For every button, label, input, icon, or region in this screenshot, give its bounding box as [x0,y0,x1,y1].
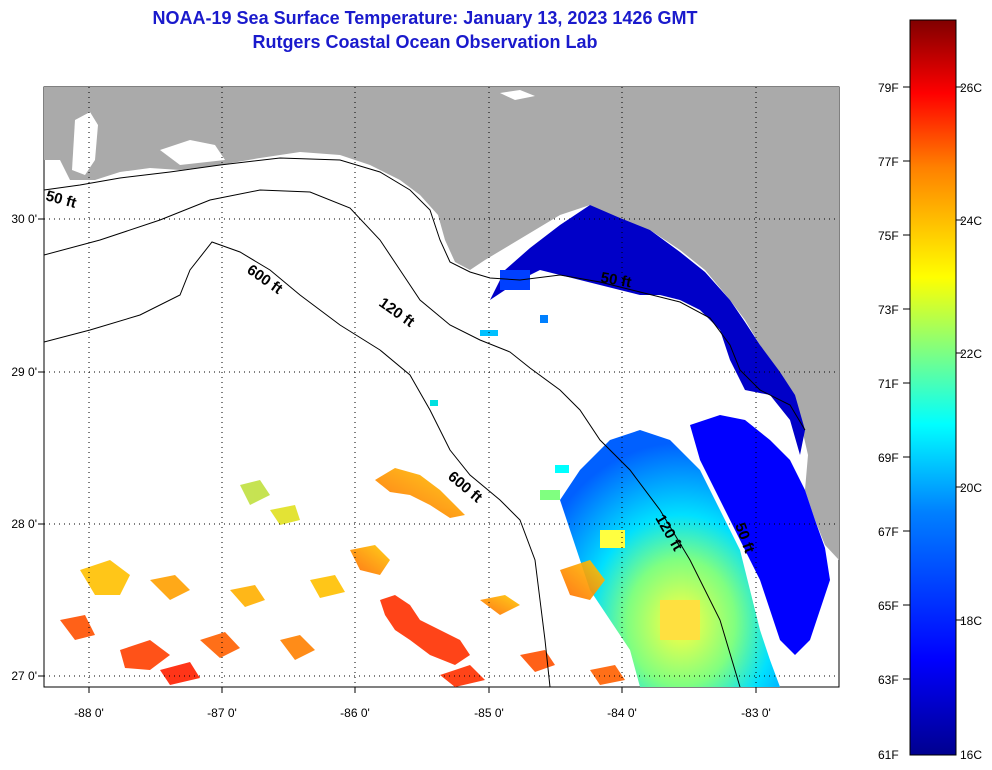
lat-label-27: 27 0' [11,669,37,683]
lon-label-88: -88 0' [74,706,104,720]
map-subtitle: Rutgers Coastal Ocean Observation Lab [252,32,598,52]
colorbar-f-ticks [903,86,910,680]
inland-lake [500,90,535,100]
lon-label-85: -85 0' [474,706,504,720]
colorbar-label-16c: 16C [960,748,982,762]
colorbar-label-73f: 73F [878,303,899,317]
pensacola-bay [160,140,225,165]
colorbar-label-71f: 71F [878,377,899,391]
grid-lines [44,87,839,687]
mobile-bay [72,112,98,175]
colorbar-label-63f: 63F [878,673,899,687]
warm-water-patches [60,468,625,687]
colorbar-label-65f: 65F [878,599,899,613]
frame-ticks [38,218,757,693]
lon-label-86: -86 0' [340,706,370,720]
colorbar-label-22c: 22C [960,347,982,361]
colorbar-label-24c: 24C [960,214,982,228]
lon-label-84: -84 0' [607,706,637,720]
contour-120ft [44,189,741,687]
colorbar [909,19,957,756]
colorbar-label-69f: 69F [878,451,899,465]
colorbar-label-20c: 20C [960,481,982,495]
contour-600ft [44,241,551,687]
lat-label-29: 29 0' [11,365,37,379]
colorbar-label-77f: 77F [878,155,899,169]
colorbar-label-75f: 75F [878,229,899,243]
colorbar-c-ticks [956,86,963,621]
lon-label-87: -87 0' [207,706,237,720]
contour-label-50-right: 50 ft [599,269,632,291]
map-title: NOAA-19 Sea Surface Temperature: January… [152,8,698,28]
colorbar-label-79f: 79F [878,81,899,95]
lat-label-30: 30 0' [11,212,37,226]
lat-label-28: 28 0' [11,517,37,531]
contour-50ft [44,157,806,431]
colorbar-label-26c: 26C [960,81,982,95]
cold-water-west-fl [690,415,830,655]
land-mass [44,87,839,560]
colorbar-label-67f: 67F [878,525,899,539]
colorbar-label-61f: 61F [878,748,899,762]
cold-water-big-bend [490,205,805,455]
cool-water-shelf [560,430,780,687]
lon-label-83: -83 0' [741,706,771,720]
colorbar-label-18c: 18C [960,614,982,628]
